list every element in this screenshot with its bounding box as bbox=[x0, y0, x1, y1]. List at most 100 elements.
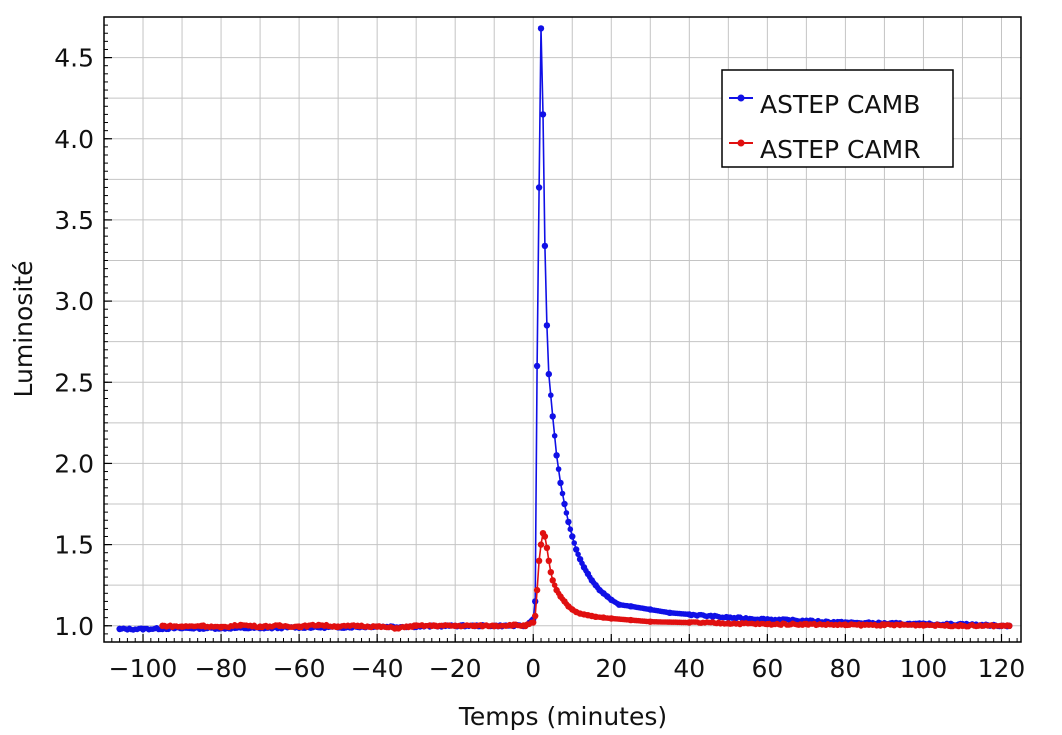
series-point bbox=[627, 603, 634, 610]
series-point bbox=[159, 622, 166, 629]
series-point bbox=[533, 586, 541, 594]
y-tick-label: 1.5 bbox=[54, 531, 94, 560]
series-point bbox=[563, 510, 570, 516]
series-point bbox=[432, 622, 439, 629]
series-layer bbox=[116, 25, 1013, 633]
x-tick-label: −40 bbox=[351, 654, 404, 683]
x-axis-title: Temps (minutes) bbox=[458, 702, 667, 731]
legend: ASTEP CAMB ASTEP CAMR bbox=[721, 69, 954, 168]
series-point bbox=[295, 623, 303, 630]
series-point bbox=[608, 615, 615, 622]
x-tick-label: −80 bbox=[195, 654, 248, 683]
series-point bbox=[530, 619, 537, 626]
series-point bbox=[413, 622, 420, 629]
y-tick-label: 4.5 bbox=[54, 44, 94, 73]
x-tick-label: 20 bbox=[595, 654, 627, 683]
series-point bbox=[959, 622, 966, 629]
series-point bbox=[881, 621, 888, 629]
series-point bbox=[510, 621, 517, 629]
series-point bbox=[561, 500, 568, 508]
series-point bbox=[803, 620, 810, 628]
x-tick-label: 120 bbox=[978, 654, 1026, 683]
y-axis-ticks: 1.0 1.5 2.0 2.5 3.0 3.5 4.0 4.5 bbox=[54, 44, 112, 641]
series-point bbox=[533, 362, 541, 370]
series-point bbox=[725, 620, 732, 627]
series-point bbox=[256, 623, 264, 630]
legend-box bbox=[721, 69, 954, 168]
series-point bbox=[647, 618, 654, 625]
x-tick-label: 100 bbox=[900, 654, 948, 683]
y-tick-label: 3.5 bbox=[54, 206, 94, 235]
series-point bbox=[373, 623, 381, 630]
series-point bbox=[600, 614, 607, 621]
legend-swatch-marker-camr bbox=[737, 139, 745, 147]
y-tick-label: 3.0 bbox=[54, 287, 94, 316]
series-point bbox=[139, 625, 147, 633]
x-tick-label: −20 bbox=[429, 654, 482, 683]
plot-frame bbox=[103, 16, 1022, 643]
x-tick-label: 60 bbox=[751, 654, 783, 683]
series-point bbox=[334, 623, 342, 630]
series-point bbox=[548, 392, 554, 399]
x-tick-label: −60 bbox=[273, 654, 326, 683]
series-point bbox=[557, 479, 564, 487]
x-tick-label: −100 bbox=[109, 654, 178, 683]
series-point bbox=[571, 540, 577, 546]
series-point bbox=[543, 322, 551, 329]
series-point bbox=[666, 609, 673, 616]
series-point bbox=[471, 622, 478, 629]
series-point bbox=[592, 582, 599, 589]
series-point bbox=[998, 622, 1005, 629]
series-point bbox=[491, 622, 498, 629]
series-point bbox=[559, 490, 566, 497]
series-point bbox=[522, 622, 529, 629]
series-point bbox=[557, 593, 564, 600]
series-point bbox=[545, 370, 552, 378]
series-point bbox=[555, 466, 562, 472]
series-point bbox=[584, 570, 592, 577]
y-tick-label: 1.0 bbox=[54, 612, 94, 641]
series-point bbox=[686, 619, 693, 626]
series-point bbox=[725, 614, 732, 621]
series-point bbox=[537, 541, 545, 548]
series-point bbox=[535, 184, 543, 191]
series-point bbox=[575, 551, 581, 558]
series-point bbox=[615, 601, 623, 608]
y-tick-label: 2.0 bbox=[54, 449, 94, 478]
series-point bbox=[217, 624, 225, 631]
series-point bbox=[565, 518, 572, 526]
y-axis-title: Luminosité bbox=[9, 261, 38, 398]
y-tick-label: 2.5 bbox=[54, 368, 94, 397]
series-point bbox=[627, 616, 634, 624]
x-axis-ticks: −100 −80 −60 −40 −20 0 20 40 60 80 100 120 bbox=[109, 634, 1026, 683]
x-tick-label: 40 bbox=[673, 654, 705, 683]
legend-label-camr: ASTEP CAMR bbox=[760, 135, 921, 164]
legend-swatch-marker-camb bbox=[737, 94, 745, 102]
series-point bbox=[539, 111, 547, 118]
series-point bbox=[686, 611, 693, 618]
series-point bbox=[592, 613, 599, 620]
series-point bbox=[580, 564, 588, 571]
series-point bbox=[315, 621, 322, 629]
y-tick-label: 4.0 bbox=[54, 125, 94, 154]
series-point bbox=[551, 433, 558, 439]
series-point bbox=[393, 625, 400, 632]
series-point bbox=[920, 621, 927, 629]
series-point bbox=[543, 544, 551, 551]
series-point bbox=[537, 25, 545, 32]
series-point bbox=[561, 598, 568, 605]
series-point bbox=[452, 622, 459, 629]
series-point bbox=[545, 557, 552, 564]
series-astep-camr bbox=[159, 530, 1013, 632]
series-point bbox=[178, 623, 186, 630]
legend-label-camb: ASTEP CAMB bbox=[760, 90, 920, 119]
series-point bbox=[237, 621, 244, 629]
series-point bbox=[573, 546, 580, 553]
series-point bbox=[198, 622, 205, 629]
series-point bbox=[535, 557, 543, 564]
series-point bbox=[276, 622, 283, 629]
series-point bbox=[1006, 622, 1013, 629]
series-point bbox=[764, 620, 771, 628]
series-point bbox=[576, 556, 584, 563]
